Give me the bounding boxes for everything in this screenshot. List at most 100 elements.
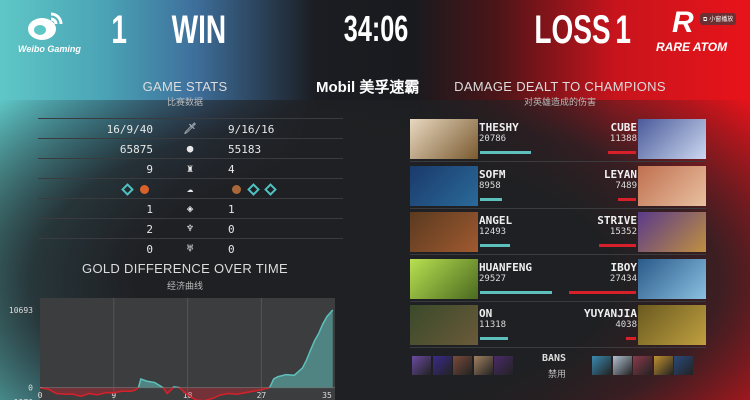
right-ban-champion-icon: [633, 356, 652, 375]
left-ban-champion-icon: [432, 356, 452, 375]
gold-line-blue: [39, 309, 334, 388]
rare-atom-logo: R: [672, 6, 694, 39]
stat-row: ☁: [38, 178, 343, 198]
left-player-name: THESHY: [479, 121, 519, 134]
elder-dragon-icon: ♅: [186, 242, 194, 255]
stat-left-value: 2: [146, 223, 153, 236]
damage-row: THESHY 20786 CUBE 11388: [410, 117, 706, 162]
infernal-dragon-icon: [140, 185, 149, 194]
stat-left-value: 1: [146, 203, 153, 216]
left-ban-champion-icon: [453, 356, 472, 375]
left-dragons: [119, 183, 153, 197]
ocean-dragon-icon: [264, 183, 277, 196]
right-ban-champion-icon: [653, 356, 673, 375]
tower-icon: ♜: [186, 162, 194, 175]
right-ban-champion-icon: [592, 356, 611, 375]
left-ban-champion-icon: [412, 356, 431, 375]
right-champion-portrait: [638, 212, 706, 252]
right-player-name: YUYANJIA: [584, 307, 637, 320]
weibo-logo: [25, 10, 65, 42]
stat-row: 9 4 ♜: [38, 158, 343, 178]
ocean-dragon-icon: [121, 183, 134, 196]
stat-row: 0 0 ♅: [38, 238, 343, 258]
left-player-damage: 20786: [479, 134, 507, 144]
mini-window-icon: ⧉: [703, 16, 710, 23]
right-player-name: IBOY: [610, 260, 638, 274]
stat-right-value: 0: [228, 243, 235, 256]
stat-right-value: 55183: [228, 143, 262, 156]
left-ban-champion-icon: [473, 356, 493, 375]
right-team-name: RARE ATOM: [656, 40, 728, 54]
game-timer: 34:06: [343, 8, 409, 49]
right-player-damage: 4038: [615, 320, 637, 330]
y-tick-label: 0: [28, 384, 33, 393]
y-tick-label: -1976: [9, 398, 33, 400]
stat-right-value: 4: [228, 163, 235, 176]
right-damage-bar: [569, 290, 636, 294]
stat-row: 65875 55183 ●: [38, 138, 343, 158]
damage-row: SOFM 8958 LEYAN 7489: [410, 164, 706, 209]
bans-sublabel: 禁用: [548, 370, 567, 380]
left-damage-bar: [480, 151, 531, 154]
gold-chart-subtitle: 经济曲线: [166, 282, 203, 292]
gold-lead-area-blue: [40, 310, 333, 388]
stat-left-value: 0: [146, 243, 153, 256]
left-champion-portrait: [410, 119, 478, 159]
x-tick-label: 27: [257, 391, 267, 400]
mini-window-label: 小窗播放: [709, 16, 734, 23]
right-score: 1: [615, 8, 631, 52]
damage-subtitle: 对英雄造成的伤害: [523, 98, 596, 108]
x-tick-label: 9: [111, 391, 116, 400]
right-player-damage: 7489: [615, 180, 637, 191]
stat-left-value: 65875: [119, 143, 153, 156]
stat-right-value: 0: [228, 223, 235, 236]
left-team-name: Weibo Gaming: [18, 44, 81, 54]
stat-right-value: 9/16/16: [228, 123, 275, 136]
mini-window-button[interactable]: ⧉ 小窗播放: [700, 13, 737, 25]
right-player-damage: 11388: [609, 134, 637, 144]
right-player-name: STRIVE: [597, 214, 637, 227]
baron-icon: ♆: [186, 222, 194, 235]
right-ban-champion-icon: [612, 356, 632, 375]
right-champion-portrait: [638, 305, 706, 345]
right-champion-portrait: [638, 119, 706, 159]
damage-row: ON 11318 YUYANJIA 4038: [410, 303, 706, 348]
bans-label: BANS: [542, 353, 567, 364]
right-dragons: [228, 183, 279, 197]
stat-row: 16/9/40 9/16/16 🗡: [38, 118, 343, 138]
right-damage-bar: [626, 337, 636, 340]
left-player-name: HUANFENG: [479, 260, 532, 274]
ocean-dragon-icon: [247, 183, 260, 196]
stat-right-value: 1: [228, 203, 235, 216]
dragon-icon: ☁: [186, 182, 194, 195]
right-damage-bar: [598, 244, 636, 247]
x-tick-label: 0: [38, 391, 43, 400]
left-player-damage: 11318: [479, 320, 507, 330]
left-champion-portrait: [410, 165, 478, 206]
left-score: 1: [111, 8, 127, 52]
game-stats-subtitle: 比赛数据: [166, 98, 203, 108]
right-result: LOSS: [534, 8, 611, 52]
gold-chart-title: GOLD DIFFERENCE OVER TIME: [82, 261, 288, 276]
left-champion-portrait: [410, 258, 478, 299]
stat-row: 1 1 ◈: [38, 198, 343, 218]
right-champion-portrait: [638, 165, 706, 206]
game-stats-title: GAME STATS: [142, 79, 228, 94]
stat-row: 2 0 ♆: [38, 218, 343, 238]
herald-icon: ◈: [186, 202, 194, 215]
gold-coin-icon: ●: [186, 142, 194, 155]
right-champion-portrait: [638, 258, 706, 299]
right-player-damage: 15352: [609, 227, 637, 237]
left-champion-portrait: [410, 305, 478, 345]
left-player-name: ON: [479, 307, 493, 320]
damage-title: DAMAGE DEALT TO CHAMPIONS: [454, 79, 666, 94]
left-damage-bar: [480, 197, 502, 201]
right-damage-bar: [608, 151, 636, 154]
left-player-name: ANGEL: [479, 214, 513, 227]
damage-row: HUANFENG 29527 IBOY 27434: [410, 257, 706, 302]
right-ban-champion-icon: [674, 356, 693, 375]
right-player-name: LEYAN: [603, 167, 637, 181]
left-player-name: SOFM: [479, 167, 506, 181]
sponsor-logo: Mobil 美孚速霸: [316, 79, 420, 96]
